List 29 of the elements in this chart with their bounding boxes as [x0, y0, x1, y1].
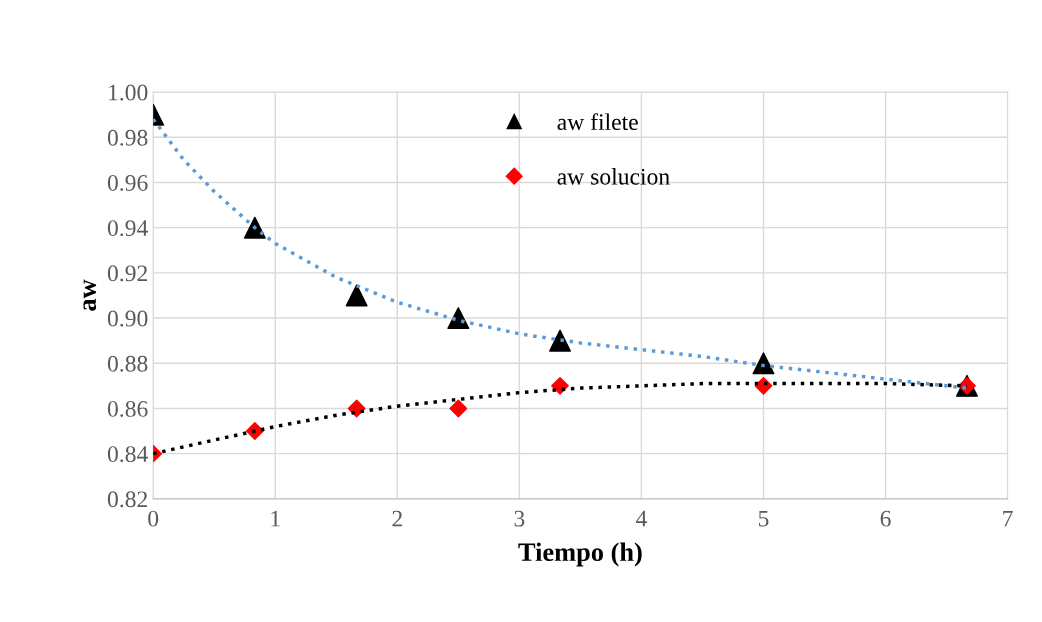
- point: [549, 329, 572, 352]
- y-tick-label: 0.88: [107, 355, 148, 372]
- point: [243, 216, 266, 239]
- legend-label: aw filete: [557, 113, 638, 131]
- y-tick-label: 0.98: [107, 129, 148, 146]
- x-tick-label: 3: [514, 510, 525, 527]
- y-tick-label: 0.90: [107, 310, 148, 327]
- point: [449, 399, 468, 418]
- point: [345, 284, 368, 307]
- y-tick-label: 1.00: [109, 84, 148, 101]
- point: [752, 352, 775, 375]
- y-tick-label: 0.82: [107, 491, 148, 508]
- x-tick-label: 6: [880, 510, 891, 527]
- x-tick-label: 2: [392, 510, 402, 527]
- y-tick-label: 0.84: [107, 446, 148, 463]
- y-tick-label: 0.94: [107, 220, 148, 237]
- y-tick-label: 0.86: [107, 400, 148, 417]
- y-tick-label: 0.92: [107, 265, 148, 282]
- y-axis-title: aw: [83, 279, 97, 311]
- y-tick-label: 0.96: [107, 174, 148, 191]
- x-axis-title: Tiempo (h): [518, 542, 642, 567]
- x-tick-label: 0: [148, 510, 159, 527]
- legend-label: aw solucion: [557, 168, 670, 185]
- point: [551, 376, 569, 395]
- point: [754, 376, 773, 395]
- x-tick-label: 1: [271, 510, 280, 527]
- x-tick-label: 7: [1003, 510, 1013, 527]
- x-tick-label: 4: [635, 510, 647, 527]
- x-tick-label: 5: [758, 510, 769, 527]
